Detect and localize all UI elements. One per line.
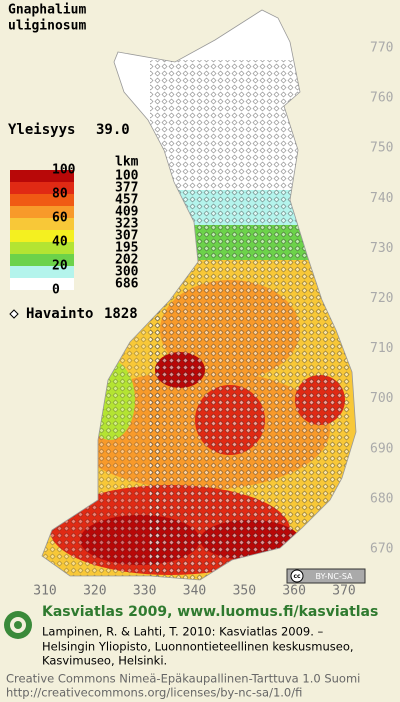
legend-swatch bbox=[10, 230, 74, 242]
legend-swatch bbox=[10, 194, 74, 206]
logo bbox=[4, 611, 32, 639]
legend-swatch bbox=[10, 218, 74, 230]
frequency-value: 39.0 bbox=[96, 122, 130, 138]
legend-count: 377 bbox=[115, 181, 138, 196]
legend-count: 300 bbox=[115, 265, 139, 280]
legend-count: 195 bbox=[115, 241, 138, 256]
citation-line: Helsingin Yliopisto, Luonnontieteellinen… bbox=[42, 640, 354, 654]
easting-label: 370 bbox=[332, 584, 355, 599]
northing-label: 730 bbox=[370, 241, 393, 256]
legend-scale-label: 100 bbox=[52, 163, 76, 178]
northing-label: 770 bbox=[370, 41, 393, 56]
legend-scale-label: 20 bbox=[52, 259, 68, 274]
observation-symbol bbox=[9, 309, 19, 319]
easting-label: 350 bbox=[233, 584, 256, 599]
species-name: uliginosum bbox=[8, 19, 86, 34]
count-header: lkm bbox=[115, 155, 139, 170]
legend-swatch bbox=[10, 266, 74, 278]
legend-swatch bbox=[10, 206, 74, 218]
legend-swatch bbox=[10, 278, 74, 290]
legend-swatch bbox=[10, 182, 74, 194]
northing-label: 670 bbox=[370, 542, 393, 557]
legend-count: 202 bbox=[115, 253, 138, 268]
legend-count: 409 bbox=[115, 205, 138, 220]
legend-scale-label: 60 bbox=[52, 211, 68, 226]
cc-badge: cc BY-NC-SA bbox=[286, 568, 366, 584]
northing-label: 710 bbox=[370, 341, 393, 356]
easting-label: 310 bbox=[33, 584, 56, 599]
northing-label: 700 bbox=[370, 391, 393, 406]
northing-label: 720 bbox=[370, 291, 393, 306]
license-line: http://creativecommons.org/licenses/by-n… bbox=[6, 686, 302, 700]
legend-scale-label: 0 bbox=[52, 283, 60, 298]
northing-label: 680 bbox=[370, 491, 393, 506]
legend-swatch bbox=[10, 242, 74, 254]
badge-text: BY-NC-SA bbox=[315, 572, 353, 581]
legend-swatch bbox=[10, 254, 74, 266]
easting-label: 360 bbox=[282, 584, 305, 599]
legend-count: 307 bbox=[115, 229, 138, 244]
northing-label: 690 bbox=[370, 441, 393, 456]
legend-count: 100 bbox=[115, 169, 139, 184]
easting-label: 330 bbox=[133, 584, 156, 599]
observation-label: Havainto bbox=[26, 306, 93, 322]
license-line: Creative Commons Nimeä-Epäkaupallinen-Ta… bbox=[6, 672, 360, 686]
frequency-label: Yleisyys bbox=[8, 122, 75, 138]
legend-swatch bbox=[10, 170, 74, 182]
legend-count: 686 bbox=[115, 277, 139, 292]
legend-scale-label: 40 bbox=[52, 235, 68, 250]
legend-count: 323 bbox=[115, 217, 138, 232]
northing-label: 760 bbox=[370, 91, 393, 106]
species-name: Gnaphalium bbox=[8, 3, 86, 18]
footer-heading: Kasviatlas 2009, www.luomus.fi/kasviatla… bbox=[42, 604, 378, 620]
citation-line: Lampinen, R. & Lahti, T. 2010: Kasviatla… bbox=[42, 625, 324, 639]
easting-label: 340 bbox=[183, 584, 206, 599]
legend-count: 457 bbox=[115, 193, 138, 208]
country-outline bbox=[41, 9, 357, 581]
observation-count: 1828 bbox=[104, 306, 138, 322]
citation-line: Kasvimuseo, Helsinki. bbox=[42, 654, 167, 668]
northing-label: 750 bbox=[370, 141, 393, 156]
legend-scale-label: 80 bbox=[52, 187, 68, 202]
easting-label: 320 bbox=[83, 584, 106, 599]
northing-label: 740 bbox=[370, 191, 393, 206]
svg-text:cc: cc bbox=[293, 573, 301, 580]
